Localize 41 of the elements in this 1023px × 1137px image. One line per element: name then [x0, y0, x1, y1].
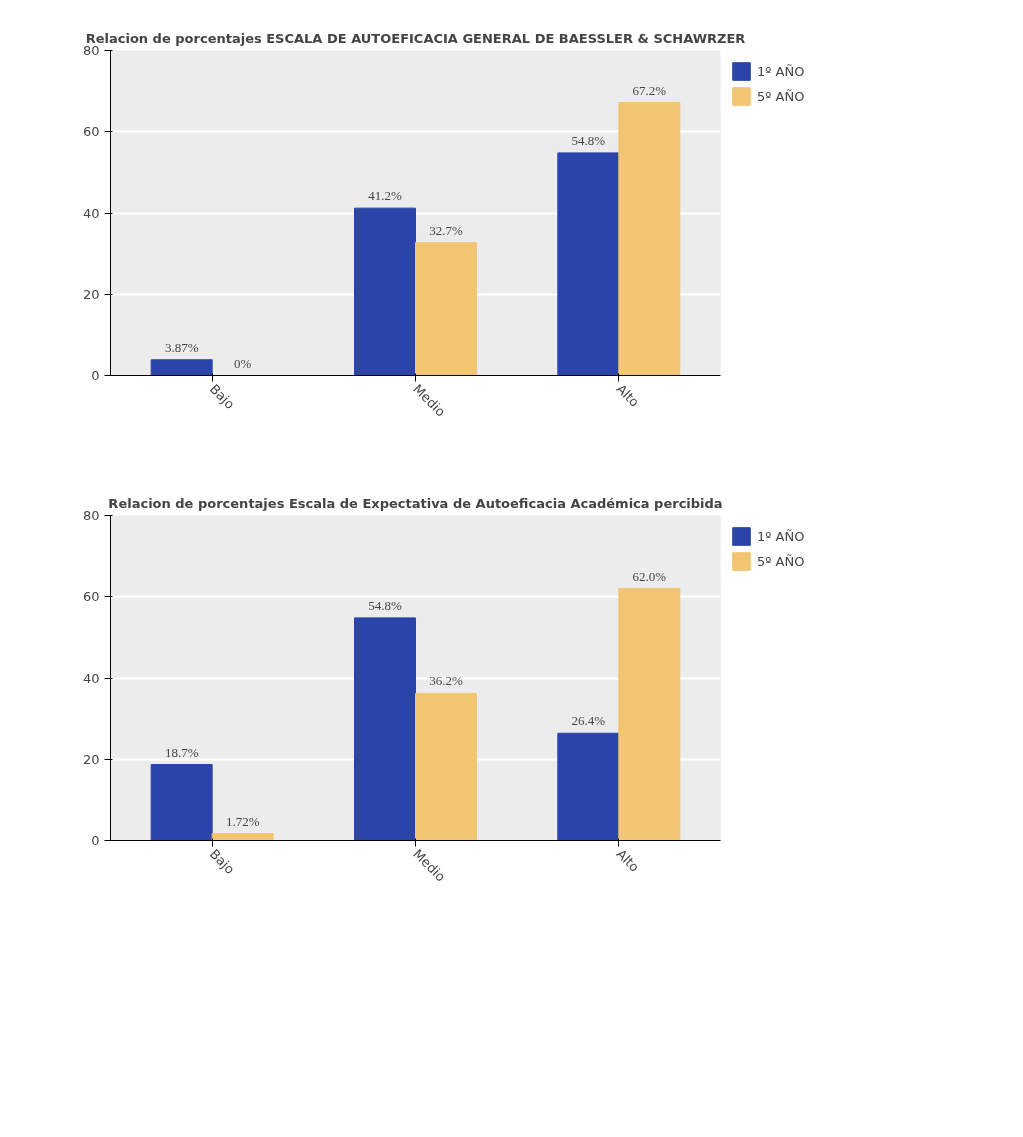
bar [415, 242, 477, 376]
bar [618, 588, 681, 841]
bar [211, 833, 274, 841]
bar [150, 359, 213, 376]
y-tick-label: 20 [82, 751, 100, 767]
bar [557, 152, 620, 376]
legend-label: 1º AÑO [757, 63, 805, 79]
data-label: 3.87% [164, 339, 199, 355]
x-tick-label: Alto [613, 381, 643, 410]
data-label: 1.72% [225, 813, 260, 829]
bar [354, 617, 416, 841]
y-tick-label: 60 [82, 124, 100, 140]
data-label: 41.2% [368, 188, 402, 204]
legend-label: 5º AÑO [757, 88, 805, 104]
y-tick-label: 20 [82, 286, 100, 302]
y-tick-label: 40 [82, 205, 100, 221]
data-label: 62.0% [632, 568, 667, 584]
data-label: 32.7% [429, 222, 463, 238]
y-tick-label: 0 [91, 833, 100, 848]
data-label: 54.8% [368, 597, 402, 613]
y-tick-label: 80 [82, 43, 100, 58]
chart-title: Relacion de porcentajes ESCALA DE AUTOEFICACIA GENERAL DE BAESSLER & SCHAWRZER [85, 30, 746, 46]
y-tick-label: 60 [82, 589, 100, 605]
bar [618, 102, 681, 376]
chart-title: Relacion de porcentajes Escala de Expectativa de Autoeficacia Académica percibida [108, 495, 723, 511]
data-label: 26.4% [571, 713, 606, 729]
legend-label: 1º AÑO [757, 528, 805, 544]
data-label: 36.2% [429, 673, 463, 689]
bar [354, 207, 416, 376]
y-tick-label: 0 [91, 368, 100, 383]
bar [415, 692, 477, 841]
data-label: 18.7% [164, 744, 199, 760]
data-label: 0% [234, 355, 252, 371]
legend-label: 5º AÑO [757, 553, 805, 569]
x-tick-label: Alto [613, 846, 643, 875]
bar [557, 732, 620, 841]
y-tick-label: 40 [82, 670, 100, 686]
data-label: 67.2% [632, 82, 667, 98]
y-tick-label: 80 [82, 508, 100, 523]
data-label: 54.8% [571, 132, 606, 148]
bar [150, 764, 213, 841]
